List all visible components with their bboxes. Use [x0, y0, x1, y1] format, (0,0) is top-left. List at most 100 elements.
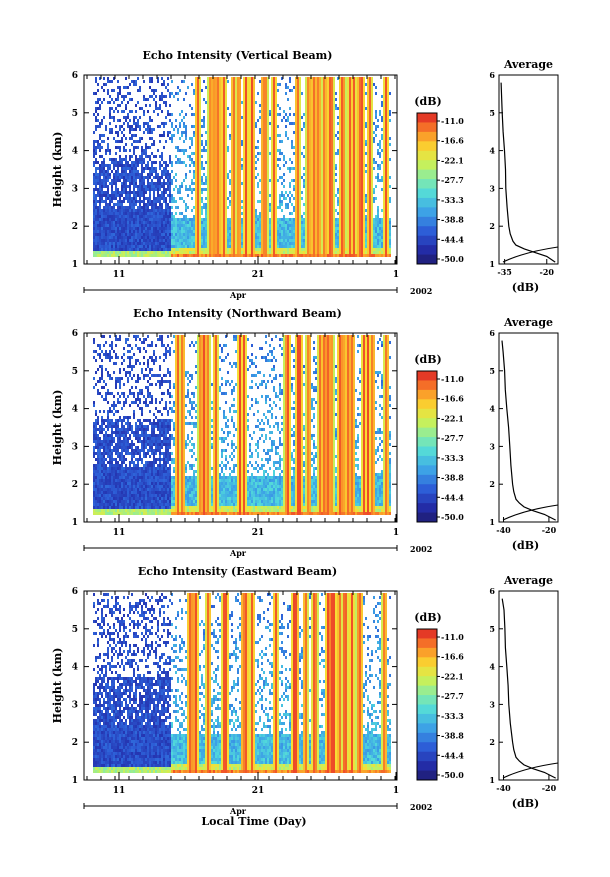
heatmap-cell	[257, 119, 259, 122]
heatmap-cell	[143, 179, 145, 182]
heatmap-cell	[183, 140, 185, 143]
heatmap-cell	[211, 158, 213, 161]
heatmap-cell	[281, 224, 283, 227]
heatmap-cell	[305, 122, 307, 125]
heatmap-cell	[97, 98, 99, 101]
heatmap-cell	[145, 167, 147, 170]
heatmap-cell	[255, 248, 257, 251]
heatmap-cell	[127, 239, 129, 242]
heatmap-cell	[207, 179, 209, 182]
heatmap-cell	[265, 191, 267, 194]
heatmap-cell	[295, 194, 297, 197]
heatmap-cell	[239, 200, 241, 203]
heatmap-cell	[277, 206, 279, 209]
heatmap-cell	[223, 140, 225, 143]
heatmap-cell	[265, 110, 267, 113]
heatmap-cell	[273, 200, 275, 203]
heatmap-cell	[307, 152, 309, 155]
heatmap-cell	[299, 107, 301, 110]
heatmap-cell	[169, 185, 171, 188]
heatmap-cell	[119, 140, 121, 143]
heatmap-cell	[219, 137, 221, 140]
heatmap-cell	[317, 122, 319, 125]
heatmap-cell	[295, 185, 297, 188]
heatmap-cell	[99, 134, 101, 137]
heatmap-cell	[321, 158, 323, 161]
heatmap-cell	[323, 221, 325, 224]
heatmap-cell	[297, 110, 299, 113]
heatmap-cell	[213, 254, 215, 257]
heatmap-cell	[135, 245, 137, 248]
heatmap-cell	[273, 155, 275, 158]
heatmap-cell	[323, 107, 325, 110]
heatmap-cell	[295, 134, 297, 137]
heatmap-cell	[137, 185, 139, 188]
heatmap-cell	[203, 230, 205, 233]
heatmap-cell	[305, 197, 307, 200]
heatmap-cell	[217, 194, 219, 197]
heatmap-cell	[275, 143, 277, 146]
heatmap-cell	[295, 125, 297, 128]
heatmap-cell	[249, 146, 251, 149]
heatmap-cell	[191, 140, 193, 143]
heatmap-cell	[195, 254, 197, 257]
heatmap-cell	[183, 239, 185, 242]
heatmap-cell	[163, 122, 165, 125]
heatmap-cell	[103, 230, 105, 233]
heatmap-cell	[297, 239, 299, 242]
heatmap-cell	[265, 215, 267, 218]
heatmap-cell	[235, 209, 237, 212]
heatmap-cell	[169, 197, 171, 200]
heatmap-cell	[263, 98, 265, 101]
heatmap-cell	[203, 203, 205, 206]
heatmap-cell	[207, 125, 209, 128]
heatmap-cell	[299, 236, 301, 239]
heatmap-cell	[121, 164, 123, 167]
heatmap-cell	[225, 248, 227, 251]
heatmap-cell	[191, 158, 193, 161]
heatmap-cell	[265, 107, 267, 110]
heatmap-cell	[119, 104, 121, 107]
heatmap-cell	[235, 98, 237, 101]
heatmap-cell	[151, 173, 153, 176]
heatmap-cell	[291, 179, 293, 182]
heatmap-cell	[153, 128, 155, 131]
heatmap-cell	[231, 245, 233, 248]
heatmap-cell	[239, 251, 241, 254]
heatmap-cell	[145, 248, 147, 251]
heatmap-cell	[303, 242, 305, 245]
heatmap-cell	[123, 209, 125, 212]
heatmap-cell	[211, 242, 213, 245]
heatmap-cell	[143, 194, 145, 197]
heatmap-cell	[321, 224, 323, 227]
heatmap-cell	[243, 176, 245, 179]
heatmap-cell	[141, 164, 143, 167]
heatmap-cell	[265, 152, 267, 155]
heatmap-cell	[199, 98, 201, 101]
heatmap-cell	[125, 248, 127, 251]
heatmap-cell	[109, 122, 111, 125]
heatmap-cell	[135, 218, 137, 221]
heatmap-cell	[195, 155, 197, 158]
heatmap-cell	[101, 164, 103, 167]
heatmap-cell	[241, 212, 243, 215]
heatmap-cell	[161, 245, 163, 248]
heatmap-cell	[221, 122, 223, 125]
heatmap-cell	[143, 221, 145, 224]
heatmap-cell	[317, 110, 319, 113]
heatmap-cell	[251, 164, 253, 167]
heatmap-cell	[285, 224, 287, 227]
heatmap-cell	[143, 95, 145, 98]
heatmap-cell	[223, 227, 225, 230]
heatmap-cell	[207, 182, 209, 185]
heatmap-cell	[207, 77, 209, 80]
heatmap-cell	[269, 152, 271, 155]
heatmap-cell	[175, 251, 177, 254]
heatmap-cell	[315, 149, 317, 152]
heatmap-cell	[221, 218, 223, 221]
heatmap-cell	[245, 113, 247, 116]
heatmap-cell	[283, 227, 285, 230]
heatmap-cell	[165, 218, 167, 221]
heatmap-cell	[187, 236, 189, 239]
heatmap-cell	[265, 173, 267, 176]
